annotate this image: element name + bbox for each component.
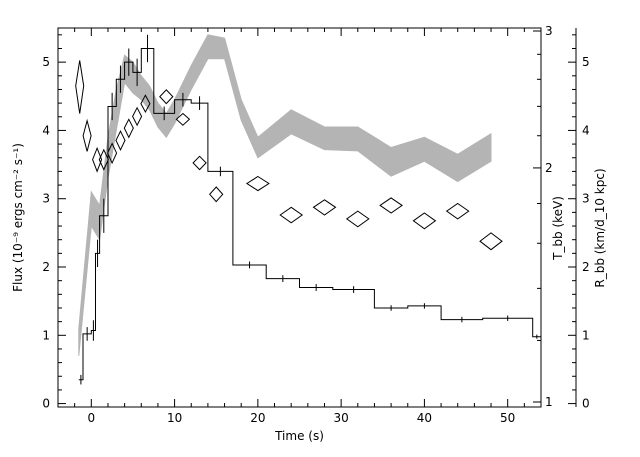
x-tick-label: 10 bbox=[167, 411, 182, 425]
x-tick-label: 20 bbox=[250, 411, 265, 425]
temperature-diamond bbox=[175, 112, 191, 126]
radius-tick-label: 0 bbox=[582, 397, 590, 411]
y-tick-label: 2 bbox=[42, 260, 50, 274]
temperature-diamond bbox=[82, 118, 92, 152]
temperature-tick-label: 1 bbox=[545, 395, 553, 409]
x-axis-label: Time (s) bbox=[274, 429, 324, 443]
radius-tick-label: 3 bbox=[582, 192, 590, 206]
temperature-diamond bbox=[132, 106, 143, 127]
radius-tick-label: 5 bbox=[582, 55, 590, 69]
temperature-tick-label: 3 bbox=[545, 24, 553, 38]
temperature-diamond bbox=[345, 210, 370, 228]
temperature-diamond bbox=[279, 206, 304, 224]
temperature-diamond bbox=[92, 146, 103, 173]
temperature-diamond bbox=[159, 89, 174, 105]
temperature-diamond bbox=[192, 155, 207, 171]
y-tick-label: 5 bbox=[42, 55, 50, 69]
temperature-diamond bbox=[479, 232, 503, 251]
y-axis-label-temperature: T_bb (keV) bbox=[551, 196, 565, 261]
temperature-diamond bbox=[312, 199, 337, 216]
y-axis-label-flux: Flux (10⁻⁹ ergs cm⁻² s⁻¹) bbox=[11, 143, 25, 292]
temperature-diamond bbox=[379, 197, 403, 214]
temperature-diamond bbox=[115, 130, 126, 151]
temperature-diamond bbox=[209, 186, 224, 203]
temperature-diamond bbox=[98, 148, 109, 171]
y-axis-label-radius: R_bb (km/d_10 kpc) bbox=[593, 168, 607, 287]
temperature-diamond bbox=[445, 202, 470, 220]
temperature-tick-label: 2 bbox=[545, 161, 553, 175]
radius-tick-label: 4 bbox=[582, 123, 590, 137]
temperature-diamond bbox=[245, 175, 270, 192]
y-tick-label: 4 bbox=[42, 123, 50, 137]
temperature-diamond bbox=[412, 212, 437, 230]
x-tick-label: 30 bbox=[333, 411, 348, 425]
y-tick-label: 0 bbox=[42, 397, 50, 411]
x-tick-label: 50 bbox=[500, 411, 515, 425]
temperature-diamond bbox=[140, 94, 151, 114]
temperature-diamond bbox=[107, 142, 118, 165]
temperature-diamond bbox=[75, 60, 85, 114]
temperature-diamonds-layer bbox=[75, 60, 503, 251]
temperature-diamond bbox=[123, 118, 134, 139]
radius-tick-label: 1 bbox=[582, 328, 590, 342]
radius-band-layer bbox=[78, 34, 492, 356]
radius-band bbox=[78, 34, 492, 356]
x-tick-label: 0 bbox=[87, 411, 95, 425]
radius-tick-label: 2 bbox=[582, 260, 590, 274]
x-tick-label: 40 bbox=[417, 411, 432, 425]
y-tick-label: 3 bbox=[42, 192, 50, 206]
plot-frame bbox=[57, 27, 542, 408]
flux-histogram-layer bbox=[78, 34, 541, 385]
y-tick-label: 1 bbox=[42, 328, 50, 342]
